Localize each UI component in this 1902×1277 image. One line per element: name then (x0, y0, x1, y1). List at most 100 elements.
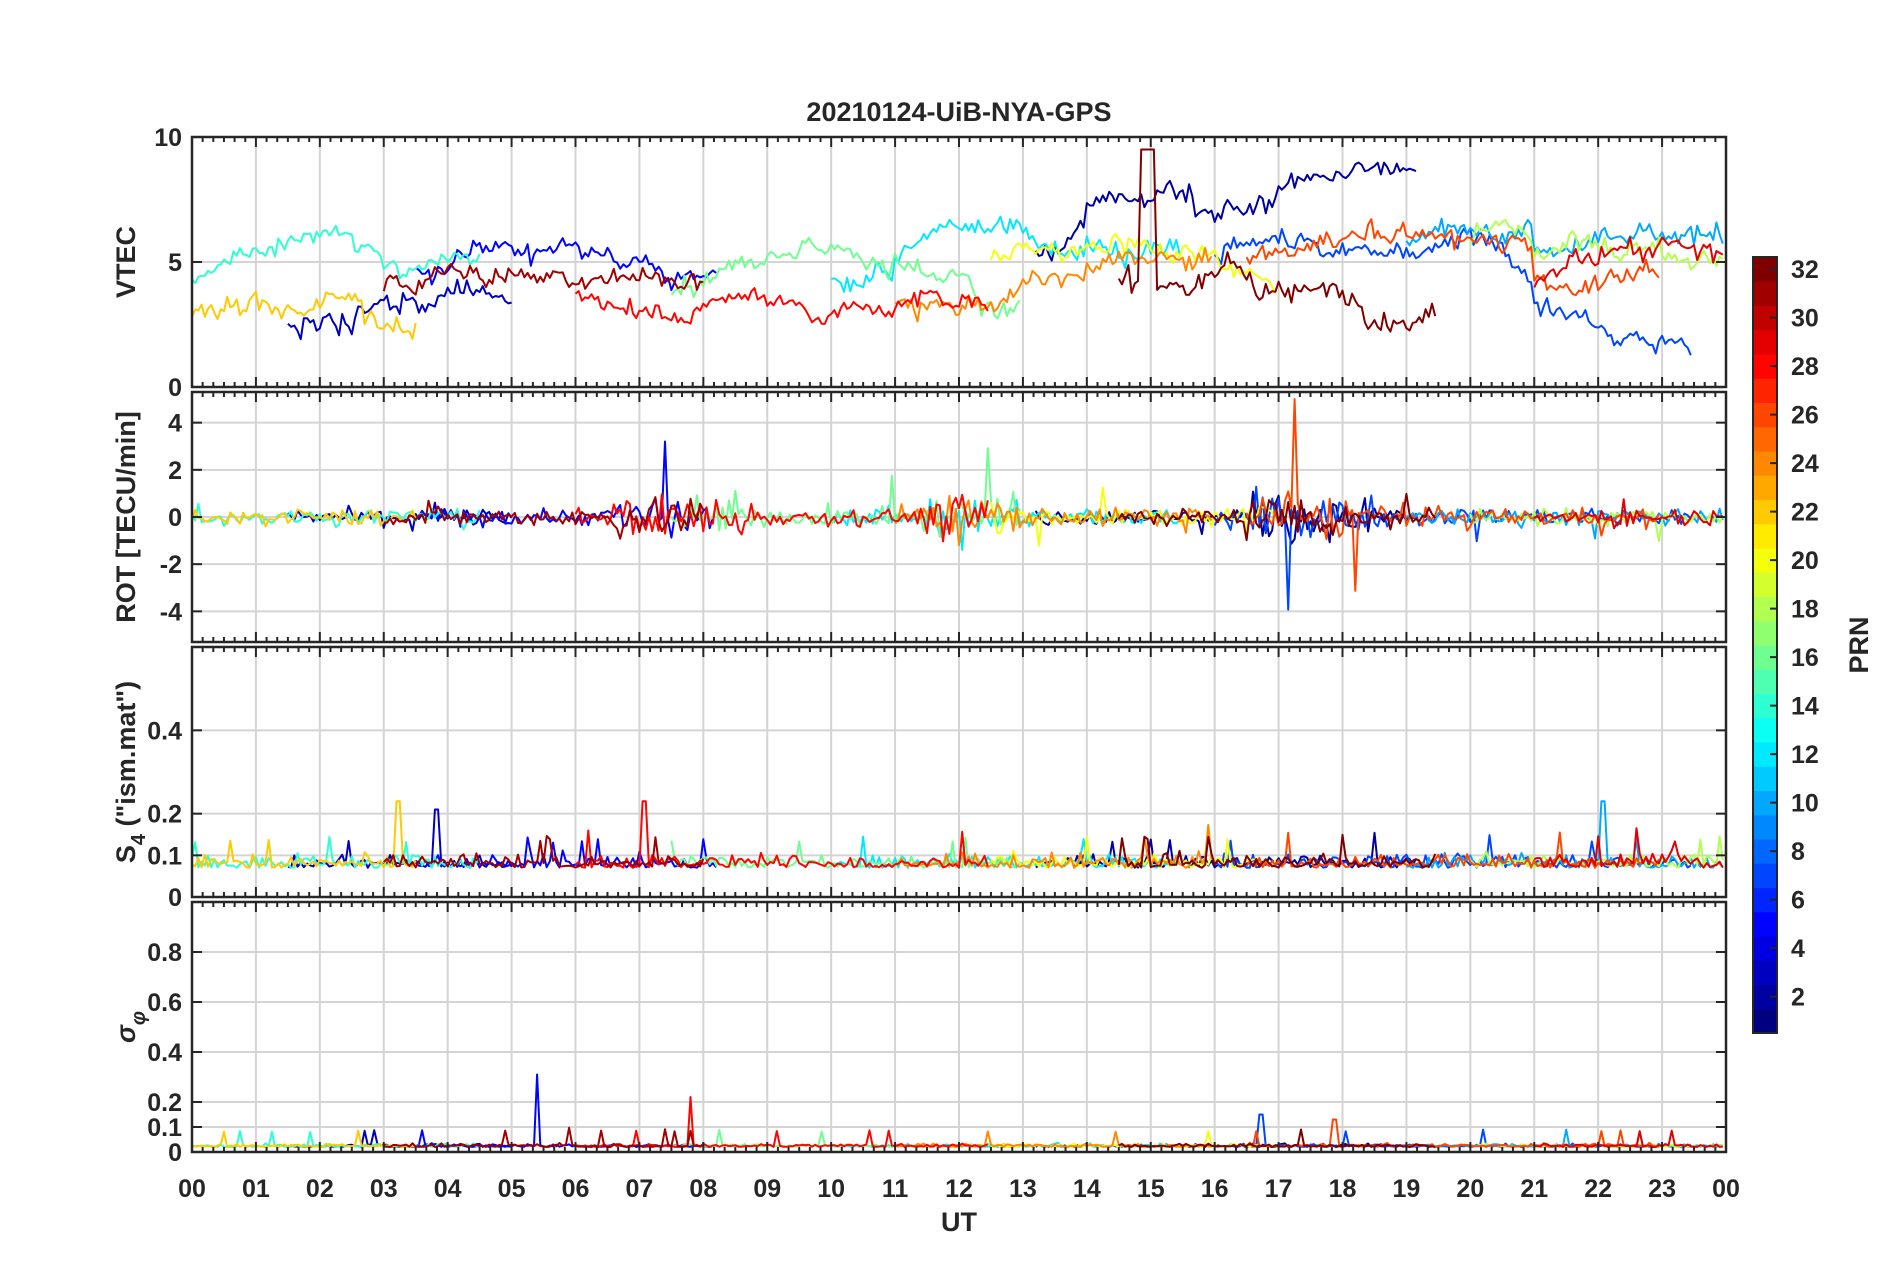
panel-s4-frame (190, 645, 1728, 899)
y-tick-label: 0.2 (147, 1089, 182, 1117)
panel-vtec-traces (192, 148, 1724, 356)
y-tick-label: 2 (168, 457, 182, 485)
colorbar-tick-label: 28 (1791, 353, 1819, 381)
x-tick-label: 00 (178, 1175, 206, 1203)
x-tick-label: 20 (1456, 1175, 1484, 1203)
x-tick-label: 10 (817, 1175, 845, 1203)
colorbar-tick-label: 22 (1791, 499, 1819, 527)
x-tick-label: 00 (1712, 1175, 1740, 1203)
x-tick-labels: 00 01 02 03 04 05 06 07 08 09 10 11 12 13 14 15 16 17 18 19… (178, 1175, 1740, 1203)
colorbar-label: PRN (1844, 616, 1874, 673)
y-tick-label: 4 (168, 410, 182, 438)
y-tick-label: 10 (154, 124, 182, 152)
panel-sigphi: 00.10.2 0.4 0.6 0.8 σφ (111, 900, 1728, 1167)
trace-prn-32 (1118, 1128, 1436, 1148)
trace-prn-5 (415, 440, 718, 539)
trace-prn-24 (894, 494, 1213, 547)
colorbar-segment (1753, 620, 1777, 646)
y-tick-label: 0.1 (147, 842, 182, 870)
colorbar-segment (1753, 572, 1777, 597)
y-tick-label: 0.4 (147, 717, 182, 745)
x-tick-label: 12 (945, 1175, 973, 1203)
colorbar-frame (1752, 256, 1778, 1034)
y-axis-title-rot: ROT [TECU/min] (111, 411, 141, 622)
trace-prn-22 (192, 800, 417, 869)
x-tick-label: 01 (242, 1175, 270, 1203)
x-tick-label: 22 (1584, 1175, 1612, 1203)
colorbar-segment (1753, 911, 1777, 937)
y-tick-label: 0.8 (147, 939, 182, 967)
x-tick-label: 07 (626, 1175, 654, 1203)
x-tick-label: 06 (562, 1175, 590, 1203)
colorbar-segment (1753, 814, 1777, 840)
panel-vtec-frame (190, 135, 1728, 389)
trace-prn-16 (670, 447, 1021, 538)
y-tick-label: 0.4 (147, 1039, 182, 1067)
colorbar-segment (1753, 1008, 1777, 1034)
colorbar-tick-label: 16 (1791, 644, 1819, 672)
colorbar-tick-label: 6 (1791, 887, 1805, 915)
colorbar-segment (1753, 960, 1777, 985)
panel-sigphi-traces (192, 1073, 1724, 1148)
trace-prn-22 (192, 508, 417, 528)
colorbar-tick-label: 4 (1791, 935, 1805, 963)
x-tick-label: 23 (1648, 1175, 1676, 1203)
x-tick-label: 14 (1073, 1175, 1101, 1203)
trace-prn-14 (192, 224, 481, 285)
colorbar-tick-label: 10 (1791, 790, 1819, 818)
panel-s4-traces (192, 800, 1724, 869)
panel-sigphi-frame (190, 900, 1728, 1154)
colorbar-segment (1753, 329, 1777, 355)
trace-prn-26 (1245, 218, 1660, 297)
trace-prn-18 (1469, 219, 1724, 271)
chart-title: 20210124-UiB-NYA-GPS (806, 97, 1111, 127)
colorbar-tick-label: 32 (1791, 256, 1819, 284)
colorbar-segment (1753, 863, 1777, 888)
colorbar-segment (1753, 475, 1777, 500)
colorbar-tick-label: 12 (1791, 741, 1819, 769)
x-tick-label: 02 (306, 1175, 334, 1203)
panel-rot: -4 -2 0 2 4 ROT [TECU/min] (111, 390, 1728, 644)
colorbar-tick-label: 2 (1791, 984, 1805, 1012)
y-tick-label: 0 (168, 374, 182, 402)
x-axis-title: UT (941, 1207, 977, 1237)
x-tick-label: 18 (1329, 1175, 1357, 1203)
colorbar-segment (1753, 523, 1777, 549)
trace-prn-28 (574, 287, 989, 325)
colorbar-tick-label: 18 (1791, 596, 1819, 624)
y-tick-label: 0.6 (147, 989, 182, 1017)
colorbar-tick-label: 26 (1791, 402, 1819, 430)
colorbar-tick-label: 20 (1791, 547, 1819, 575)
y-tick-label: 0 (168, 504, 182, 532)
colorbar-segment (1753, 426, 1777, 452)
x-tick-label: 16 (1201, 1175, 1229, 1203)
trace-prn-29 (1533, 827, 1724, 869)
y-tick-label: 0 (168, 884, 182, 912)
panel-rot-traces (192, 398, 1724, 611)
trace-prn-2 (1034, 161, 1417, 262)
colorbar-segment (1753, 281, 1777, 306)
trace-prn-29 (1533, 498, 1723, 530)
panel-vtec: 0 5 10 VTEC (111, 124, 1728, 402)
trace-prn-29 (1534, 1129, 1723, 1148)
trace-prn-32 (1117, 148, 1437, 333)
trace-prn-26 (1245, 398, 1660, 592)
y-tick-label: 5 (168, 249, 182, 277)
trace-prn-22 (192, 290, 417, 340)
trace-prn-32 (1117, 833, 1437, 869)
colorbar-segment (1753, 717, 1777, 743)
x-tick-label: 09 (753, 1175, 781, 1203)
trace-prn-16 (670, 236, 1021, 320)
x-tick-label: 08 (689, 1175, 717, 1203)
y-tick-label: -2 (160, 551, 182, 579)
panel-s4: 0 0.1 0.2 0.4S4 ("ism.mat") (111, 645, 1728, 912)
colorbar-segment (1753, 378, 1777, 403)
trace-prn-5 (415, 237, 717, 292)
y-tick-label: 0.1 (147, 1114, 182, 1142)
trace-prn-29 (1533, 236, 1724, 288)
x-tick-label: 03 (370, 1175, 398, 1203)
